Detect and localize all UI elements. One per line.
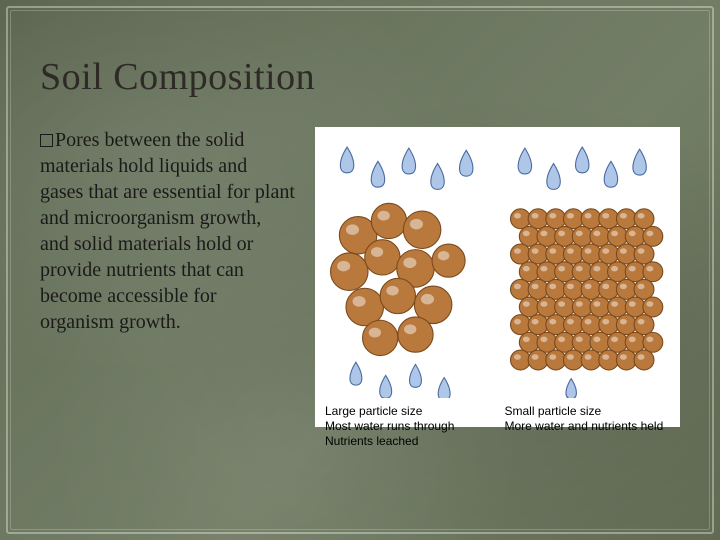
large-particles-illustration	[325, 139, 491, 398]
figure-captions: Large particle sizeMost water runs throu…	[325, 404, 670, 449]
body-text-column: Pores between the solid materials hold l…	[40, 127, 295, 335]
panel-small-particles	[505, 139, 671, 398]
body-paragraph: Pores between the solid materials hold l…	[40, 127, 295, 335]
caption-small: Small particle sizeMore water and nutrie…	[505, 404, 671, 449]
slide-content: Soil Composition Pores between the solid…	[0, 0, 720, 540]
soil-figure: Large particle sizeMost water runs throu…	[315, 127, 680, 427]
body-text: Pores between the solid materials hold l…	[40, 129, 295, 333]
panel-large-particles	[325, 139, 491, 398]
caption-large: Large particle sizeMost water runs throu…	[325, 404, 491, 449]
slide-title: Soil Composition	[40, 55, 680, 99]
small-particles-illustration	[505, 139, 671, 398]
figure-panels	[325, 139, 670, 398]
square-bullet-icon	[40, 134, 53, 147]
content-row: Pores between the solid materials hold l…	[40, 127, 680, 427]
